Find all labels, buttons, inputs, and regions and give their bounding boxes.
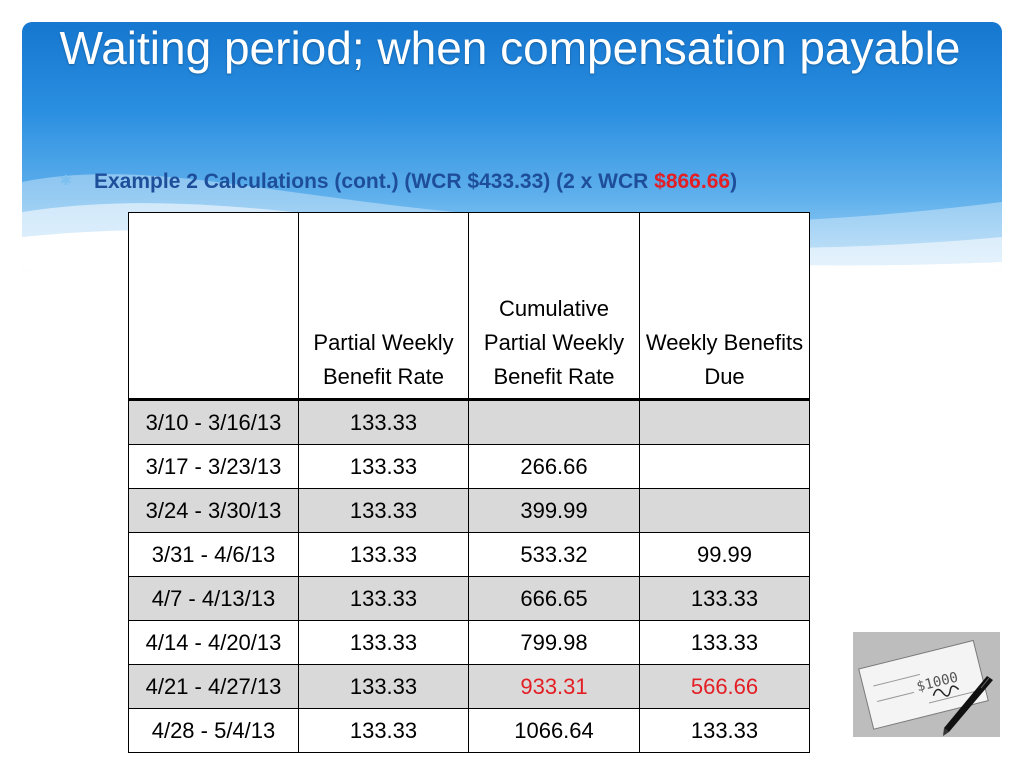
header-weekly-benefits-due: Weekly Benefits Due: [639, 212, 810, 400]
cell-period: 3/17 - 3/23/13: [128, 444, 299, 489]
cell-partial-rate: 133.33: [298, 444, 469, 489]
cell-benefits-due: [639, 488, 810, 533]
pen-icon: [943, 676, 993, 736]
table-row: 4/28 - 5/4/13 133.33 1066.64 133.33: [128, 708, 810, 753]
header-cumulative-rate: Cumulative Partial Weekly Benefit Rate: [468, 212, 640, 400]
table-row: 3/24 - 3/30/13 133.33 399.99: [128, 488, 810, 533]
cell-partial-rate: 133.33: [298, 399, 469, 445]
cell-cumulative: 266.66: [468, 444, 640, 489]
cell-partial-rate: 133.33: [298, 576, 469, 621]
table-row: 3/17 - 3/23/13 133.33 266.66: [128, 444, 810, 489]
cell-benefits-due: 133.33: [639, 576, 810, 621]
table-row: 4/7 - 4/13/13 133.33 666.65 133.33: [128, 576, 810, 621]
table-header-row: Partial Weekly Benefit Rate Cumulative P…: [128, 212, 810, 400]
bullet-highlight-amount: $866.66: [654, 170, 731, 193]
cell-cumulative: 399.99: [468, 488, 640, 533]
table-row: 3/10 - 3/16/13 133.33: [128, 399, 810, 445]
bullet-text-prefix: Example 2 Calculations (cont.) (WCR $433…: [94, 170, 655, 193]
table-row: 4/21 - 4/27/13 133.33 933.31 566.66: [128, 664, 810, 709]
cell-period: 3/24 - 3/30/13: [128, 488, 299, 533]
benefits-table: Partial Weekly Benefit Rate Cumulative P…: [128, 212, 810, 753]
check-illustration: $1000: [853, 632, 1000, 737]
table-row: 4/14 - 4/20/13 133.33 799.98 133.33: [128, 620, 810, 665]
bullet-example-calculations: ✱ Example 2 Calculations (cont.) (WCR $4…: [60, 170, 738, 194]
cell-partial-rate: 133.33: [298, 620, 469, 665]
cell-cumulative: 533.32: [468, 532, 640, 577]
cell-period: 4/14 - 4/20/13: [128, 620, 299, 665]
cell-benefits-due-highlight: 566.66: [639, 664, 810, 709]
header-period: [128, 212, 299, 400]
cell-cumulative: 666.65: [468, 576, 640, 621]
cell-benefits-due: [639, 444, 810, 489]
cell-cumulative: 799.98: [468, 620, 640, 665]
slide-title: Waiting period; when compensation payabl…: [59, 22, 961, 74]
cell-benefits-due: [639, 399, 810, 445]
bullet-text-suffix: ): [730, 170, 738, 193]
cell-partial-rate: 133.33: [298, 532, 469, 577]
cell-period: 3/31 - 4/6/13: [128, 532, 299, 577]
cell-period: 3/10 - 3/16/13: [128, 399, 299, 445]
cell-benefits-due: 99.99: [639, 532, 810, 577]
table-row: 3/31 - 4/6/13 133.33 533.32 99.99: [128, 532, 810, 577]
cell-period: 4/21 - 4/27/13: [128, 664, 299, 709]
cell-cumulative: 1066.64: [468, 708, 640, 753]
cell-cumulative: [468, 399, 640, 445]
cell-cumulative-highlight: 933.31: [468, 664, 640, 709]
cell-period: 4/7 - 4/13/13: [128, 576, 299, 621]
bullet-star-icon: ✱: [60, 172, 72, 188]
cell-period: 4/28 - 5/4/13: [128, 708, 299, 753]
cell-partial-rate: 133.33: [298, 708, 469, 753]
cell-benefits-due: 133.33: [639, 620, 810, 665]
cell-partial-rate: 133.33: [298, 488, 469, 533]
header-partial-weekly-benefit-rate: Partial Weekly Benefit Rate: [298, 212, 469, 400]
cell-benefits-due: 133.33: [639, 708, 810, 753]
cell-partial-rate: 133.33: [298, 664, 469, 709]
check-and-pen-image: $1000: [853, 632, 1000, 737]
